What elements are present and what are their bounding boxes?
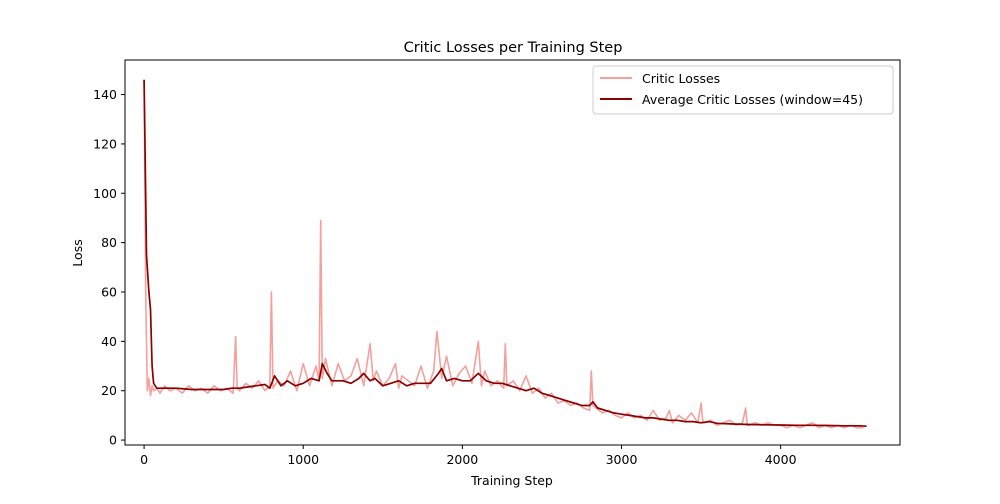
x-tick-label: 1000 (287, 452, 319, 467)
y-tick-label: 60 (101, 284, 117, 299)
y-tick-label: 120 (93, 136, 117, 151)
legend-label-average-critic-losses: Average Critic Losses (window=45) (642, 92, 863, 107)
series-layer (143, 79, 867, 429)
x-tick-label: 2000 (446, 452, 478, 467)
legend-label-critic-losses: Critic Losses (642, 71, 720, 86)
x-tick-label: 3000 (606, 452, 638, 467)
legend-box (592, 65, 894, 115)
series-line-average-critic-losses (143, 79, 867, 428)
legend: Critic Losses Average Critic Losses (win… (592, 65, 894, 115)
x-axis-label: Training Step (470, 473, 553, 488)
y-tick-label: 40 (101, 334, 117, 349)
chart-title: Critic Losses per Training Step (404, 40, 623, 56)
y-tick-label: 0 (109, 433, 117, 448)
y-axis-label: Loss (70, 239, 85, 266)
x-axis-ticks: 0 1000 2000 3000 4000 (140, 445, 797, 467)
series-line-critic-losses (143, 79, 864, 429)
y-axis-ticks: 0 20 40 60 80 100 120 140 (93, 87, 125, 448)
y-tick-label: 140 (93, 87, 117, 102)
x-tick-label: 4000 (765, 452, 797, 467)
y-tick-label: 20 (101, 383, 117, 398)
y-tick-label: 80 (101, 235, 117, 250)
y-tick-label: 100 (93, 186, 117, 201)
x-tick-label: 0 (140, 452, 148, 467)
plot-frame (124, 59, 901, 446)
